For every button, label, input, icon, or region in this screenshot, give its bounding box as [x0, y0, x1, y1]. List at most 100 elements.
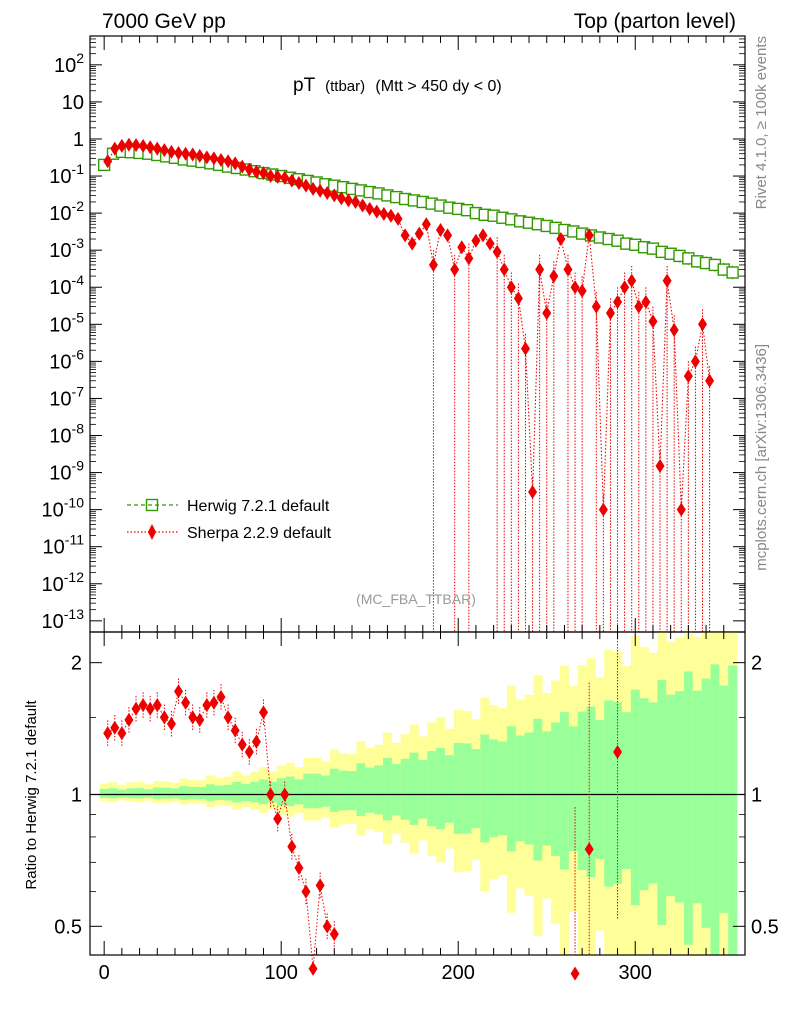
sherpa-point: [506, 280, 516, 295]
sherpa-point: [698, 317, 708, 332]
ratio-band-stat: [365, 767, 375, 813]
y-tick-exponent: -6: [72, 346, 85, 362]
ratio-point: [145, 701, 155, 716]
ratio-band-stat: [648, 702, 658, 884]
ratio-point: [294, 860, 304, 875]
ratio-band-stat: [382, 757, 393, 821]
herwig-line: [103, 151, 733, 274]
sherpa-point: [174, 145, 184, 160]
ratio-plot-frame: 0.5 0.5 1 1 2 2 0 100 200 300: [54, 631, 779, 984]
ratio-point: [216, 689, 226, 704]
main-plot-area: [97, 137, 739, 632]
mcplots-label: mcplots.cern.ch [arXiv:1306.3436]: [753, 344, 770, 571]
sherpa-point: [152, 141, 162, 156]
ratio-band-stat: [630, 689, 640, 906]
ratio-band-stat: [161, 787, 171, 799]
ratio-point: [584, 842, 594, 857]
ratio-point: [110, 720, 120, 735]
plot-title-main: pT: [293, 75, 316, 96]
ratio-band-stat: [568, 726, 579, 852]
sherpa-point: [563, 262, 573, 277]
sherpa-point: [683, 369, 693, 384]
ratio-band-stat: [613, 702, 623, 885]
ratio-band-stat: [444, 755, 455, 823]
ratio-band-stat: [347, 771, 357, 811]
ratio-point: [251, 734, 261, 749]
sherpa-point: [528, 484, 538, 499]
ratio-band-stat: [728, 665, 738, 955]
x-tick-label: 200: [442, 962, 475, 984]
sherpa-point: [605, 306, 615, 321]
sherpa-point: [386, 208, 396, 223]
ratio-band-stat: [329, 768, 340, 812]
y-tick-label: 10: [62, 92, 84, 114]
sherpa-point: [216, 153, 226, 168]
herwig-point: [726, 266, 739, 279]
sherpa-point: [110, 141, 120, 156]
ratio-band-stat: [143, 789, 154, 798]
ratio-y-tick-label: 0.5: [54, 916, 82, 938]
ratio-point: [266, 787, 276, 802]
y-tick-base: 10: [49, 314, 71, 336]
sherpa-point: [181, 146, 191, 161]
y-tick-exponent: -2: [72, 198, 85, 214]
ratio-band-stat: [436, 747, 446, 830]
sherpa-point: [450, 262, 460, 277]
ratio-point: [237, 737, 247, 752]
sherpa-point: [372, 204, 382, 219]
sherpa-point: [705, 373, 715, 388]
sherpa-point: [549, 269, 559, 284]
sherpa-point: [315, 183, 325, 198]
ratio-band-stat: [551, 722, 561, 857]
y-tick-label: 10-5: [49, 309, 84, 336]
sherpa-point: [457, 240, 467, 255]
y-tick-exponent: -4: [72, 272, 85, 288]
sherpa-point: [188, 147, 198, 162]
y-tick-base: 10: [49, 426, 71, 448]
y-tick-base: 10: [54, 55, 76, 77]
ratio-point: [315, 878, 325, 893]
ratio-band-stat: [223, 784, 233, 801]
ratio-point: [322, 919, 332, 934]
y-tick-base: 10: [43, 537, 65, 559]
ratio-band-stat: [117, 789, 127, 798]
sherpa-point: [266, 169, 276, 184]
sherpa-point: [329, 188, 339, 203]
plot-title-sub: (ttbar): [325, 78, 365, 95]
ratio-point: [308, 961, 318, 976]
ratio-band-stat: [506, 726, 517, 852]
ratio-band-stat: [179, 786, 189, 800]
y-tick-exponent: -12: [64, 569, 84, 585]
ratio-point: [280, 787, 290, 802]
y-tick-base: 10: [49, 166, 71, 188]
sherpa-point: [478, 228, 488, 243]
sherpa-point: [131, 138, 141, 153]
sherpa-point: [485, 236, 495, 251]
ratio-band-stat: [409, 752, 419, 825]
plot-title-cut: (Mtt > 450 dy < 0): [375, 78, 501, 95]
sherpa-point: [237, 159, 247, 174]
y-tick-label: 10-2: [49, 198, 84, 225]
ratio-band-stat: [321, 775, 331, 807]
sherpa-point: [676, 502, 686, 517]
x-tick-label: 0: [99, 962, 110, 984]
sherpa-point: [117, 138, 127, 153]
ratio-point: [138, 698, 148, 713]
y-tick-exponent: -9: [72, 458, 85, 474]
ratio-y-tick-label-right: 1: [751, 784, 762, 806]
ratio-band-stat: [692, 690, 702, 904]
sherpa-point: [542, 306, 552, 321]
sherpa-point: [428, 257, 438, 272]
ratio-point: [301, 884, 311, 899]
sherpa-point: [400, 228, 410, 243]
sherpa-point: [336, 191, 346, 206]
ratio-y-tick-label-right: 0.5: [751, 916, 779, 938]
rivet-label: Rivet 4.1.0, ≥ 100k events: [753, 36, 770, 209]
y-tick-label: 102: [54, 50, 84, 77]
main-plot-frame: 10-1310-1210-1110-1010-910-810-710-610-5…: [42, 35, 746, 633]
sherpa-point: [251, 164, 261, 179]
y-tick-base: 10: [49, 277, 71, 299]
sherpa-point: [613, 294, 623, 309]
sherpa-point: [464, 251, 474, 266]
sherpa-point: [230, 156, 240, 171]
